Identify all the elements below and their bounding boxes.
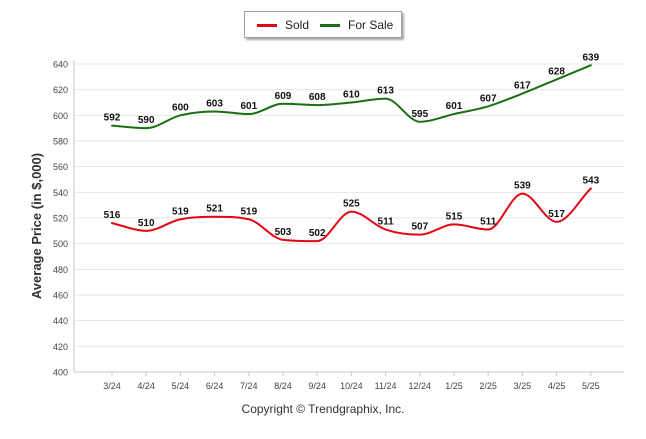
x-tick-label: 12/24 (409, 381, 432, 391)
data-label-for-sale: 609 (275, 91, 292, 102)
data-label-sold: 511 (480, 217, 497, 228)
legend-label-sold: Sold (285, 18, 310, 32)
data-label-for-sale: 607 (480, 93, 497, 104)
data-label-for-sale: 628 (548, 66, 565, 77)
y-tick-label: 520 (53, 214, 68, 224)
data-label-sold: 517 (548, 209, 565, 220)
data-label-sold: 521 (206, 204, 223, 215)
y-tick-label: 500 (53, 239, 68, 249)
data-label-for-sale: 617 (514, 81, 531, 92)
x-tick-label: 3/24 (103, 381, 121, 391)
y-tick-label: 440 (53, 316, 68, 326)
data-label-for-sale: 595 (411, 109, 428, 120)
x-tick-label: 2/25 (479, 381, 497, 391)
y-tick-label: 480 (53, 265, 68, 275)
data-label-for-sale: 590 (138, 115, 155, 126)
data-label-sold: 503 (275, 227, 292, 238)
data-label-for-sale: 639 (582, 52, 599, 63)
legend-label-for-sale: For Sale (348, 18, 394, 32)
x-tick-label: 10/24 (340, 381, 363, 391)
legend-item-for-sale[interactable]: For Sale (320, 17, 393, 33)
copyright-text: Copyright © Trendgraphix, Inc. (241, 402, 405, 416)
y-axis-title: Average Price (in $,000) (29, 153, 44, 299)
y-tick-label: 400 (53, 368, 68, 378)
x-tick-label: 5/24 (172, 381, 190, 391)
series-line-sold (111, 187, 592, 243)
y-tick-label: 620 (53, 85, 68, 95)
x-tick-label: 4/25 (548, 381, 566, 391)
x-tick-label: 6/24 (206, 381, 224, 391)
data-label-sold: 515 (446, 211, 463, 222)
x-tick-label: 3/25 (514, 381, 532, 391)
axes: 400 420 440 460 480 500 520 540 560 580 600 620 640 3… (53, 60, 624, 391)
data-labels: 516 510 519 521 519 503 502 525 511 507 515 511 539 5… (104, 52, 600, 239)
legend: Sold For Sale (244, 11, 402, 38)
x-tick-label: 8/24 (274, 381, 292, 391)
x-tick-label: 9/24 (308, 381, 326, 391)
data-label-for-sale: 592 (104, 113, 121, 124)
data-label-for-sale: 603 (206, 98, 223, 109)
data-label-for-sale: 601 (240, 101, 257, 112)
x-tick-label: 1/25 (445, 381, 463, 391)
series-line-for-sale (111, 64, 592, 130)
x-tick-label: 11/24 (375, 381, 397, 391)
x-tick-label: 5/25 (582, 381, 600, 391)
legend-swatch-for-sale (320, 23, 340, 27)
x-tick-label: 4/24 (137, 381, 155, 391)
y-tick-label: 420 (53, 342, 68, 352)
legend-swatch-sold (257, 23, 277, 27)
data-label-for-sale: 608 (309, 92, 326, 103)
data-label-sold: 543 (582, 175, 599, 186)
y-tick-label: 560 (53, 162, 68, 172)
series-lines (111, 64, 592, 243)
data-label-sold: 539 (514, 181, 531, 192)
data-label-for-sale: 610 (343, 90, 360, 101)
data-label-sold: 519 (240, 206, 257, 217)
data-label-for-sale: 601 (446, 101, 463, 112)
data-label-sold: 516 (104, 210, 121, 221)
data-label-sold: 511 (378, 217, 395, 228)
x-tick-label: 7/24 (240, 381, 258, 391)
legend-item-sold[interactable]: Sold (257, 17, 309, 33)
data-label-sold: 525 (343, 199, 360, 210)
y-tick-label: 640 (53, 60, 68, 70)
data-label-sold: 502 (309, 228, 326, 239)
data-label-sold: 519 (172, 206, 189, 217)
data-label-sold: 510 (138, 218, 155, 229)
data-label-sold: 507 (411, 222, 428, 233)
y-tick-label: 600 (53, 111, 68, 121)
data-label-for-sale: 600 (172, 102, 189, 113)
grid-lines (74, 63, 624, 373)
y-tick-label: 460 (53, 291, 68, 301)
y-tick-label: 580 (53, 137, 68, 147)
data-label-for-sale: 613 (377, 86, 394, 97)
y-tick-label: 540 (53, 188, 68, 198)
